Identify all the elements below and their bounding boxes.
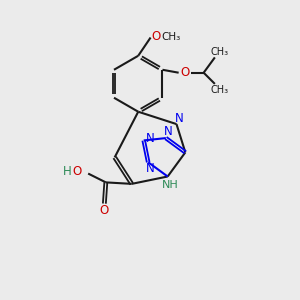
Text: CH₃: CH₃ xyxy=(211,46,229,56)
Text: O: O xyxy=(99,204,108,217)
Text: O: O xyxy=(151,30,160,44)
Text: N: N xyxy=(146,162,155,175)
Text: CH₃: CH₃ xyxy=(162,32,181,42)
Text: NH: NH xyxy=(162,180,178,190)
Text: N: N xyxy=(164,125,172,138)
Text: O: O xyxy=(180,66,189,79)
Text: N: N xyxy=(175,112,184,125)
Text: H: H xyxy=(63,165,71,178)
Text: N: N xyxy=(146,133,154,146)
Text: O: O xyxy=(72,165,82,178)
Text: CH₃: CH₃ xyxy=(211,85,229,95)
